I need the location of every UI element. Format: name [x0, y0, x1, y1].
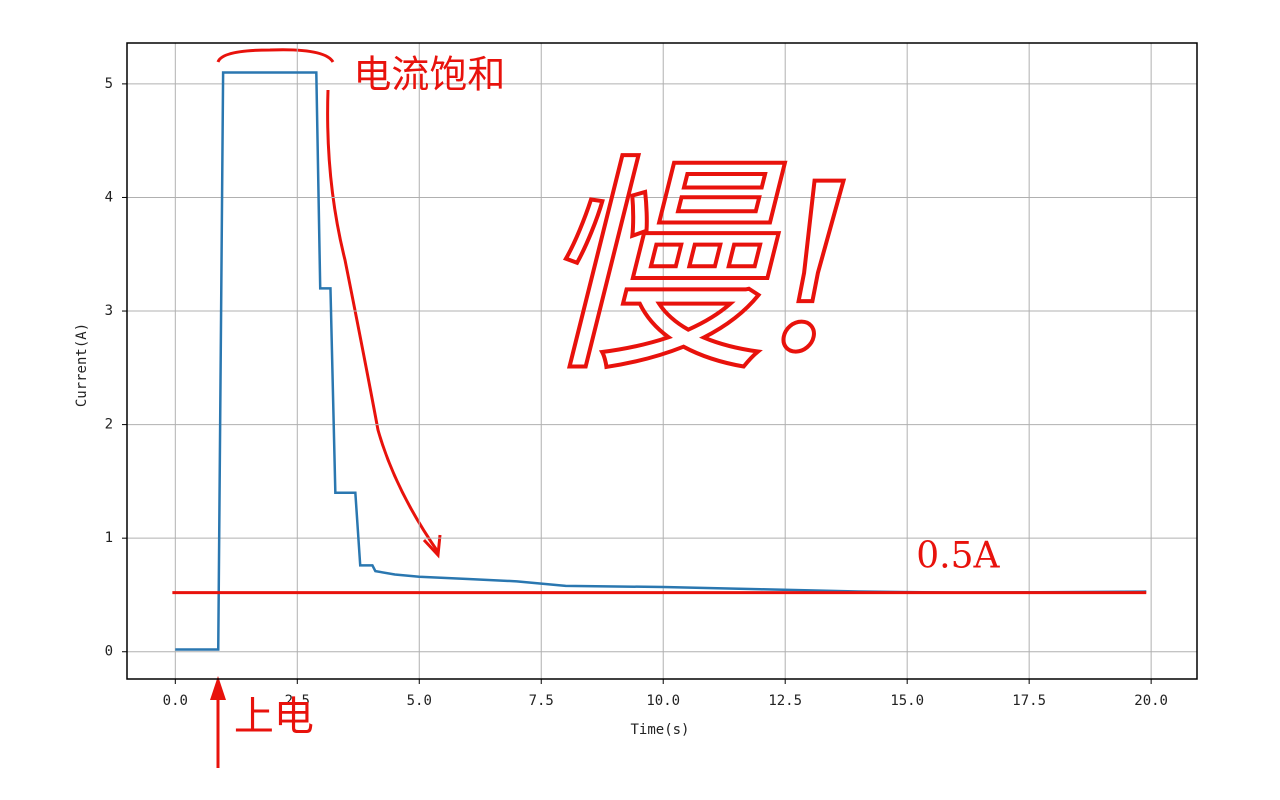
arrow — [326, 89, 440, 553]
x-tick-label: 10.0 — [646, 693, 680, 709]
arrow-head — [210, 676, 226, 700]
data-line — [175, 71, 1147, 651]
x-axis-label: Time(s) — [630, 722, 689, 738]
x-tick-label: 5.0 — [407, 693, 432, 709]
x-tick-label: 2.5 — [285, 693, 310, 709]
x-tick-label: 15.0 — [890, 693, 924, 709]
reference-label: 0.5A — [916, 536, 1000, 577]
x-tick-label: 20.0 — [1134, 693, 1168, 709]
x-tick-label: 17.5 — [1012, 693, 1046, 709]
y-tick-label: 3 — [105, 303, 113, 319]
y-tick-label: 1 — [105, 530, 113, 546]
arrow-head — [422, 534, 442, 559]
y-tick-label: 4 — [105, 189, 113, 205]
annotation: 上电 — [234, 694, 314, 740]
y-tick-label: 5 — [105, 76, 113, 92]
annotation: 慢! — [536, 136, 858, 403]
bracket — [216, 48, 335, 63]
plot-frame — [126, 42, 1198, 680]
y-tick-label: 0 — [105, 644, 113, 660]
x-tick-label: 7.5 — [529, 693, 554, 709]
y-axis-label: Current(A) — [74, 323, 90, 407]
x-tick-label: 12.5 — [768, 693, 802, 709]
annotation: 电流饱和 — [353, 53, 505, 97]
x-tick-label: 0.0 — [163, 693, 188, 709]
y-tick-label: 2 — [105, 417, 113, 433]
